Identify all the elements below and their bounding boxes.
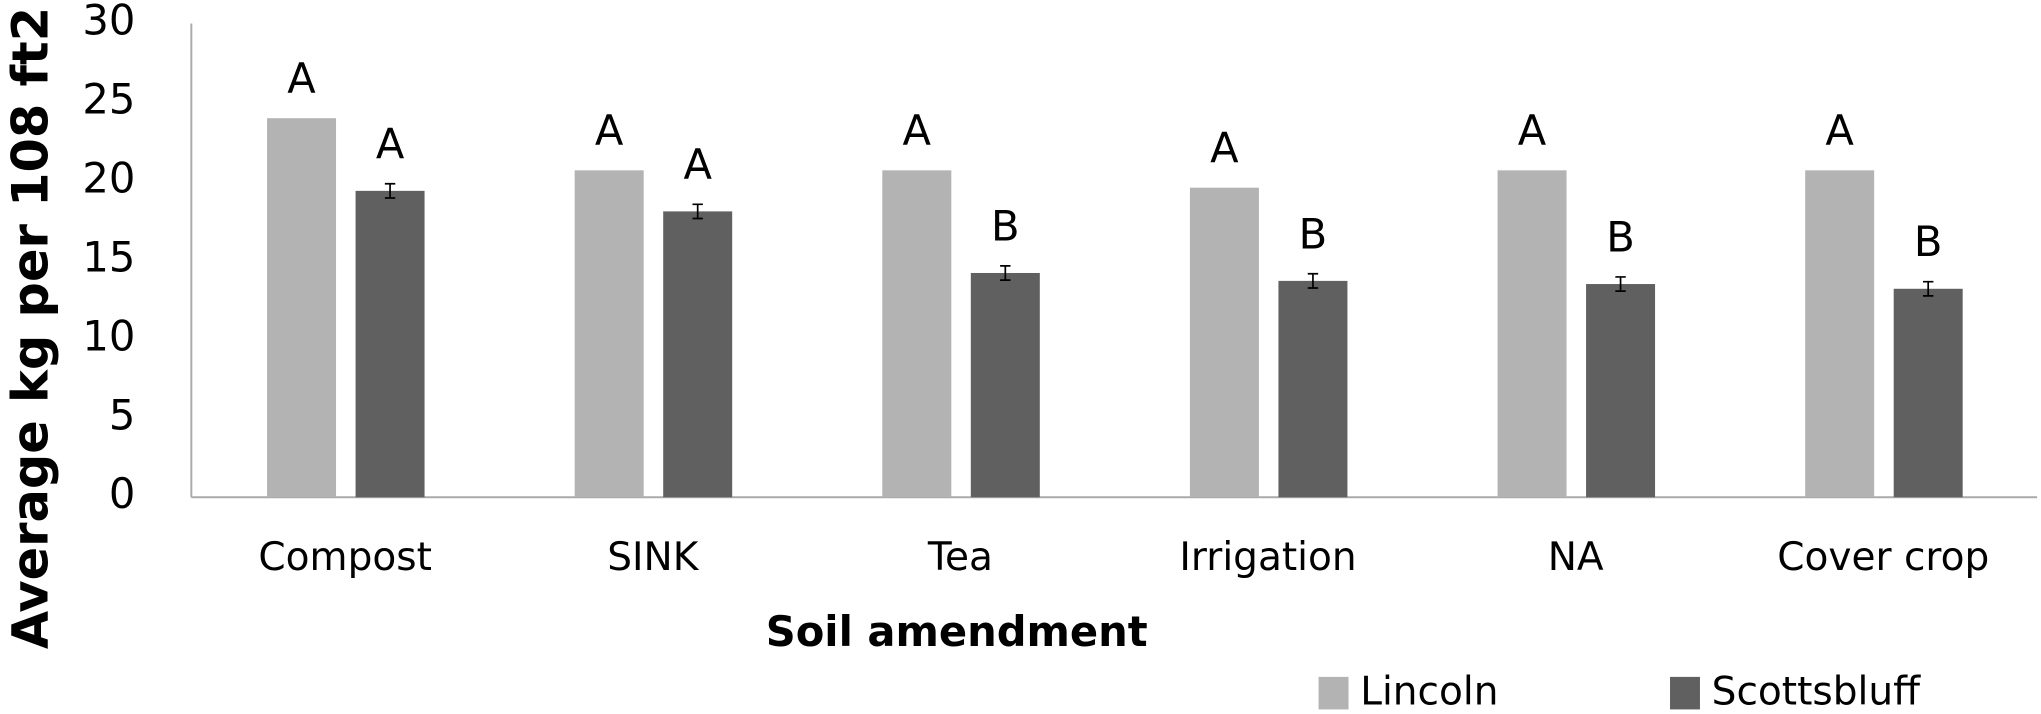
significance-letter: A <box>903 106 932 155</box>
bar <box>1586 284 1656 498</box>
error-bar <box>1922 280 1934 297</box>
y-tick-label: 25 <box>82 74 135 123</box>
bar <box>1278 280 1348 498</box>
error-bar <box>692 203 703 220</box>
significance-letter: A <box>595 106 624 155</box>
x-tick-label: Compost <box>258 535 431 580</box>
x-tick-label: Irrigation <box>1179 535 1356 580</box>
bar <box>970 272 1040 498</box>
error-bar <box>1615 276 1626 292</box>
bar <box>1189 187 1259 498</box>
y-tick-label: 0 <box>109 469 135 518</box>
x-tick-label: NA <box>1548 535 1604 580</box>
significance-letter: A <box>1210 123 1239 172</box>
significance-letter: A <box>287 54 316 103</box>
significance-letter: A <box>683 140 712 189</box>
bar <box>355 190 425 498</box>
bar <box>267 118 337 498</box>
x-tick-label: Cover crop <box>1777 535 1989 580</box>
bar <box>574 170 644 498</box>
legend-label: Scottsbluff <box>1712 669 1921 714</box>
bar <box>1805 170 1875 498</box>
y-tick-label: 10 <box>82 311 135 360</box>
y-tick-label: 15 <box>82 232 135 281</box>
significance-letter: A <box>376 119 405 168</box>
bar <box>1893 288 1963 498</box>
error-bar <box>1000 265 1011 281</box>
y-tick-label: 30 <box>82 0 135 44</box>
bar <box>663 211 733 498</box>
significance-letter: B <box>1914 217 1943 266</box>
error-bar <box>384 182 396 199</box>
bar <box>1497 170 1567 498</box>
significance-letter: B <box>1299 209 1328 258</box>
x-tick-label: SINK <box>607 535 699 580</box>
significance-letter: B <box>991 201 1020 250</box>
x-tick-label: Tea <box>927 535 993 580</box>
y-tick-label: 20 <box>82 153 135 202</box>
significance-letter: A <box>1518 106 1547 155</box>
x-axis-title: Soil amendment <box>766 607 1148 656</box>
significance-letter: A <box>1825 106 1854 155</box>
legend-swatch <box>1670 676 1700 710</box>
significance-letter: B <box>1606 212 1635 261</box>
y-axis-title: Average kg per 108 ft2 <box>1 7 59 649</box>
y-tick-label: 5 <box>109 390 135 439</box>
error-bar <box>1307 272 1319 289</box>
legend-swatch <box>1318 676 1349 710</box>
bar <box>882 170 952 498</box>
legend-label: Lincoln <box>1360 669 1498 714</box>
